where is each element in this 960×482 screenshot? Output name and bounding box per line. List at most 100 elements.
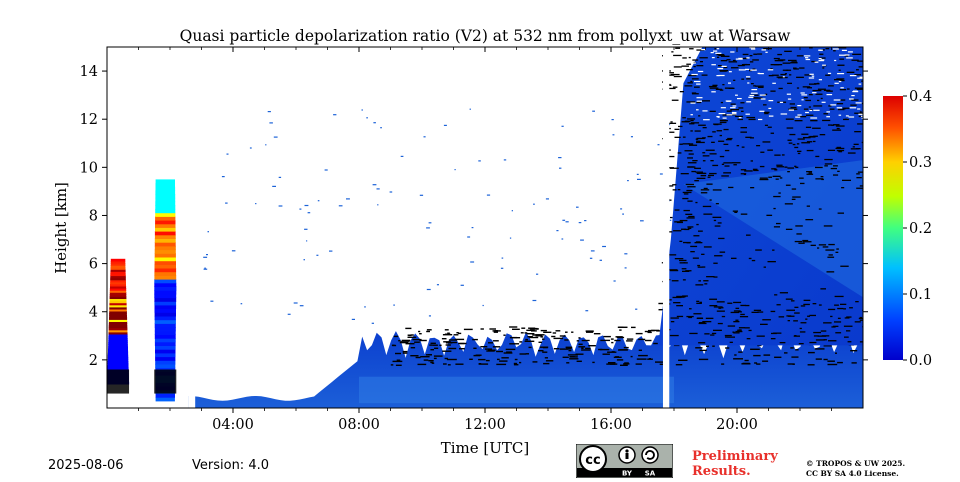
cloud-speckle [526, 333, 535, 335]
cloud-speckle [525, 353, 529, 355]
cloud-speckle [852, 53, 862, 55]
cloud-speckle [847, 341, 852, 343]
cloud-speckle [774, 154, 781, 156]
cloud-speckle [737, 329, 742, 331]
cloud-speckle [442, 334, 453, 336]
no-data-speckle [750, 92, 758, 94]
cloud-speckle [709, 305, 718, 307]
colorbar-tick-label: 0.3 [909, 155, 932, 171]
cloud-speckle [780, 73, 787, 76]
cloud-speckle [814, 348, 825, 350]
cloud-speckle [732, 162, 741, 164]
depol-cell [155, 227, 176, 232]
preliminary-notice: Preliminary Results. [692, 449, 778, 479]
x-tick-label: 16:00 [590, 417, 632, 433]
cloud-speckle [717, 222, 722, 224]
noise-speckle [428, 222, 432, 224]
cloud-speckle [770, 338, 776, 340]
cloud-speckle [740, 102, 745, 104]
cloud-speckle [453, 334, 459, 336]
cloud-speckle [673, 66, 682, 68]
noise-speckle [203, 256, 208, 258]
noise-speckle [478, 160, 481, 162]
cloud-speckle [779, 177, 783, 179]
cloud-speckle [719, 70, 729, 72]
y-tick-label: 10 [80, 160, 98, 176]
depol-cell [109, 308, 127, 312]
cloud-speckle [683, 262, 688, 264]
cloud-speckle [822, 246, 829, 248]
no-data-speckle [690, 114, 693, 116]
cloud-speckle [809, 341, 817, 344]
cloud-speckle [827, 360, 835, 362]
cloud-speckle [774, 169, 778, 171]
cloud-speckle [859, 319, 863, 321]
cloud-speckle [681, 121, 690, 123]
cloud-speckle [759, 165, 765, 168]
depol-cell [108, 348, 128, 352]
cloud-speckle [836, 103, 844, 105]
cloud-speckle [699, 301, 702, 303]
cloud-speckle [776, 166, 785, 168]
depol-cell [107, 363, 129, 366]
noise-speckle [329, 250, 333, 252]
noise-speckle [304, 228, 308, 230]
no-data-speckle [722, 117, 727, 119]
cloud-speckle [689, 123, 695, 125]
no-data-speckle [749, 47, 756, 49]
cloud-speckle [773, 207, 776, 210]
noise-speckle [361, 109, 363, 111]
noise-speckle [620, 208, 623, 210]
cloud-speckle [644, 330, 651, 333]
cloud-speckle [781, 154, 785, 156]
cloud-speckle [684, 85, 693, 87]
depol-cell [107, 354, 129, 358]
noise-speckle [443, 124, 447, 126]
noise-speckle [486, 194, 491, 196]
cloud-speckle [679, 259, 687, 262]
cloud-speckle [456, 332, 459, 334]
cloud-speckle [786, 69, 792, 71]
noise-speckle [226, 153, 229, 155]
depol-cell [109, 302, 127, 306]
cloud-speckle [459, 348, 465, 350]
no-data-speckle [746, 57, 750, 59]
x-tick-label: 04:00 [212, 417, 254, 433]
depol-cell [154, 275, 177, 280]
no-data-speckle [779, 101, 784, 103]
cloud-speckle [698, 342, 706, 344]
cloud-speckle [667, 231, 673, 233]
cloud-speckle [811, 60, 817, 63]
cloud-speckle [698, 230, 703, 232]
no-data-speckle [730, 107, 736, 109]
noise-speckle [304, 204, 309, 207]
cloud-speckle [719, 155, 725, 158]
no-data-speckle [851, 95, 855, 97]
cloud-speckle [818, 304, 822, 306]
cloud-speckle [839, 99, 846, 101]
noise-speckle [532, 299, 537, 302]
cloud-speckle [405, 327, 412, 330]
depol-cell [110, 260, 126, 264]
no-data-speckle [694, 80, 701, 83]
cloud-speckle [726, 59, 731, 61]
noise-speckle [293, 302, 298, 304]
depol-cell [107, 367, 129, 370]
cloud-speckle [859, 111, 862, 113]
cloud-speckle [693, 313, 702, 315]
cloud-speckle [603, 335, 611, 338]
cloud-speckle [779, 342, 786, 344]
cloud-speckle [790, 347, 794, 349]
cloud-speckle [734, 211, 738, 213]
cloud-speckle [733, 332, 740, 334]
cloud-speckle [630, 355, 633, 358]
cloud-speckle [673, 230, 682, 232]
cloud-speckle [697, 264, 701, 267]
cloud-speckle [804, 74, 812, 76]
cloud-speckle [856, 173, 860, 175]
cloud-speckle [682, 143, 690, 145]
cloud-speckle [756, 145, 761, 147]
cloud-speckle [767, 261, 776, 263]
depol-cell [154, 231, 176, 236]
cloud-speckle [778, 192, 781, 194]
